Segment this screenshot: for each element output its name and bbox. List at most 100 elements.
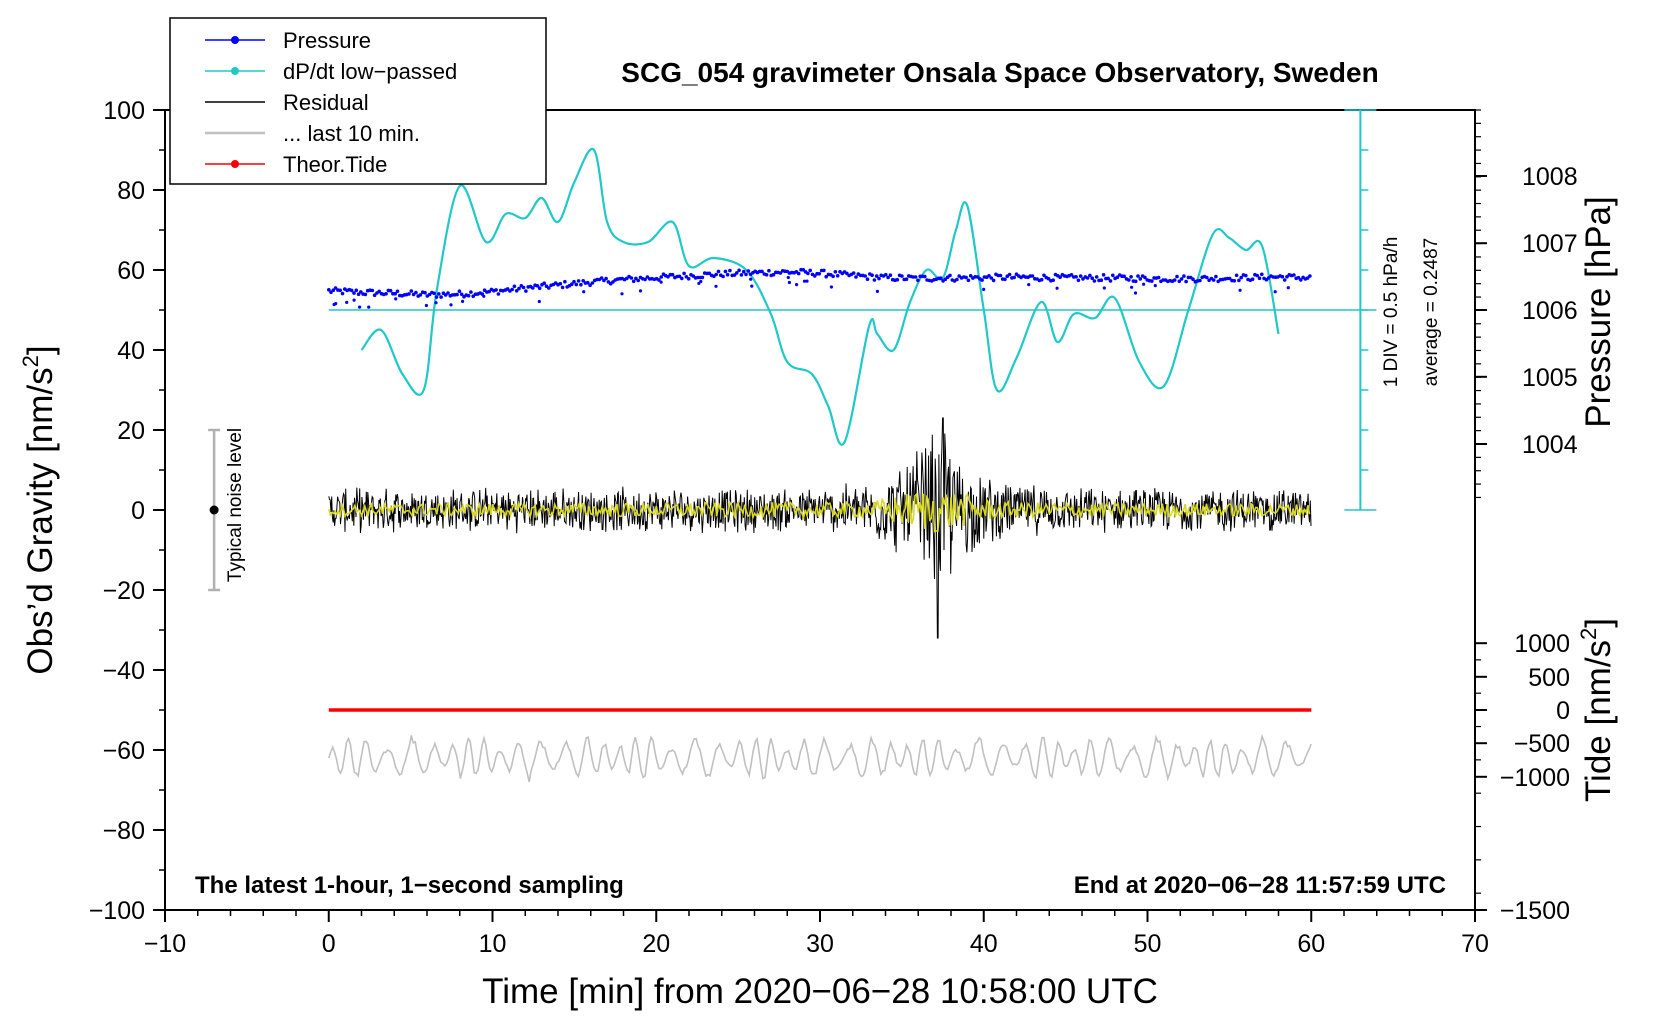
pressure-point xyxy=(377,289,382,294)
pressure-point xyxy=(968,274,973,278)
pressure-point xyxy=(1127,278,1131,282)
noise-level-label: Typical noise level xyxy=(225,428,246,582)
y-tick-label: 80 xyxy=(117,177,145,205)
pressure-point xyxy=(1184,279,1188,284)
pressure-point xyxy=(1136,274,1140,278)
pressure-point xyxy=(570,282,574,287)
pressure-point xyxy=(636,278,640,283)
y-axis-title-end: ] xyxy=(21,345,60,355)
pressure-point xyxy=(327,288,331,292)
tide-axis-title: Tide [nm/s2] xyxy=(1576,618,1618,802)
legend-marker xyxy=(231,36,239,44)
pressure-point xyxy=(434,301,438,305)
legend-box xyxy=(169,17,547,185)
pressure-point xyxy=(982,287,986,291)
pressure-point xyxy=(407,292,411,296)
pressure-point xyxy=(1111,273,1115,278)
pressure-point xyxy=(505,287,510,291)
x-tick-label: −10 xyxy=(144,930,186,958)
pressure-point xyxy=(356,292,361,297)
pressure-point xyxy=(437,292,441,296)
pressure-point xyxy=(1260,272,1264,277)
pressure-point xyxy=(716,269,721,274)
pressure-point xyxy=(1191,277,1195,282)
pressure-point xyxy=(384,292,388,296)
pressure-point xyxy=(524,289,528,293)
pressure-point xyxy=(760,269,764,274)
pressure-point xyxy=(418,293,423,297)
pressure-point xyxy=(572,279,576,284)
pressure-axis-title: Pressure [hPa] xyxy=(1579,196,1618,428)
pressure-point xyxy=(590,281,595,285)
pressure-point xyxy=(764,273,769,277)
pressure-point xyxy=(537,299,541,304)
pressure-point xyxy=(629,276,634,280)
pressure-point xyxy=(1282,278,1287,282)
pressure-point xyxy=(1286,286,1290,290)
pressure-point xyxy=(395,289,400,294)
pressure-point xyxy=(359,290,363,294)
pressure-point xyxy=(1012,275,1016,280)
pressure-point xyxy=(1108,279,1113,283)
pressure-point xyxy=(1198,278,1202,283)
pressure-point xyxy=(1102,286,1106,290)
legend-marker xyxy=(231,160,239,168)
pressure-point xyxy=(558,281,563,286)
pressure-point xyxy=(340,291,345,296)
pressure-point xyxy=(643,277,647,282)
pressure-point xyxy=(787,280,792,285)
pressure-point xyxy=(1007,272,1012,277)
y-axis-gravity: 100 80 60 40 20 0 −20 −40 −60 −80 −100 xyxy=(89,97,165,925)
pressure-tick-label: 1007 xyxy=(1522,230,1578,258)
y-axis-title-main: Obs’d Gravity [nm/s xyxy=(21,367,60,674)
pressure-point xyxy=(358,305,362,309)
pressure-point xyxy=(1030,274,1035,278)
pressure-point xyxy=(367,305,371,309)
pressure-point xyxy=(332,302,336,307)
pressure-point xyxy=(494,288,498,292)
x-axis: −10 0 10 20 30 40 50 60 70 xyxy=(144,910,1489,958)
y-tick-label: −100 xyxy=(89,897,145,925)
pressure-point xyxy=(333,286,338,290)
pressure-point xyxy=(1142,282,1146,286)
tide-axis-title-main: Tide [nm/s xyxy=(1579,640,1618,802)
pressure-point xyxy=(778,271,783,275)
pressure-point xyxy=(424,303,428,308)
pressure-point xyxy=(1094,275,1099,279)
y-tick-label: 20 xyxy=(117,417,145,445)
y-tick-label: 40 xyxy=(117,337,145,365)
y-axis-title: Obs’d Gravity [nm/s2] xyxy=(18,345,60,674)
pressure-point xyxy=(461,299,465,303)
y-tick-label: −20 xyxy=(103,577,145,605)
pressure-point xyxy=(888,273,893,278)
noise-bar xyxy=(208,428,221,592)
pressure-point xyxy=(449,303,453,307)
y-tick-label: 60 xyxy=(117,257,145,285)
pressure-point xyxy=(916,278,920,283)
x-tick-label: 40 xyxy=(970,930,998,958)
residual-smoothed-line xyxy=(328,492,1311,533)
x-tick-label: 20 xyxy=(642,930,670,958)
pressure-point xyxy=(574,282,579,287)
pressure-point xyxy=(517,286,521,291)
pressure-point xyxy=(582,290,586,294)
pressure-point xyxy=(913,275,918,279)
pressure-point xyxy=(714,272,718,277)
pressure-point xyxy=(895,277,900,282)
pressure-point xyxy=(560,285,565,290)
pressure-point xyxy=(352,291,356,295)
pressure-point xyxy=(482,294,486,298)
pressure-point xyxy=(677,274,682,279)
pressure-point xyxy=(394,297,398,301)
pressure-point xyxy=(795,283,799,287)
pressure-point xyxy=(682,271,686,276)
x-axis-title: Time [min] from 2020−06−28 10:58:00 UTC xyxy=(482,972,1158,1011)
y-axis-title-sup: 2 xyxy=(18,355,43,367)
pressure-point xyxy=(512,284,517,289)
legend-label: Pressure xyxy=(283,28,371,53)
pressure-point xyxy=(829,285,834,289)
pressure-point xyxy=(638,289,643,293)
x-tick-label: 0 xyxy=(322,930,336,958)
dpdt-average-label: average = 0.2487 xyxy=(1421,238,1442,386)
